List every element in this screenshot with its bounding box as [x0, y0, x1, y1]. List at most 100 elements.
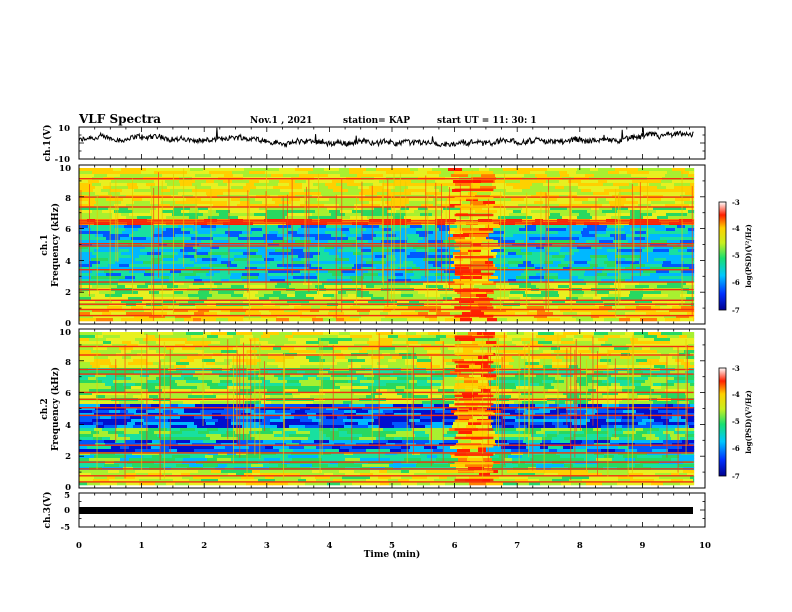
spectrogram-cell [685, 168, 695, 172]
spectrogram-cell [325, 231, 343, 235]
spectrogram-cell [409, 419, 421, 423]
spectrogram-cell [513, 210, 522, 214]
spectrogram-cell [104, 228, 118, 232]
spectrogram-cell [443, 216, 460, 220]
spectrogram-cell [368, 422, 385, 426]
spectrogram-cell [324, 249, 339, 253]
spectrogram-cell [126, 374, 141, 378]
spectrogram-cell [535, 204, 549, 208]
spectrogram-cell [216, 449, 234, 453]
spectrogram-cell [110, 437, 120, 441]
spectrogram-cell [552, 437, 565, 441]
spectrogram-cell [170, 386, 182, 390]
spectrogram-cell [261, 312, 272, 316]
spectrogram-cell [388, 335, 399, 339]
spectrogram-cell [111, 401, 120, 405]
spectrogram-cell [424, 273, 436, 277]
spectrogram-cell [140, 249, 153, 253]
spectrogram-cell [315, 237, 333, 241]
spectrogram-cell [274, 434, 290, 438]
spectrogram-cell [552, 341, 562, 345]
spectrogram-cell [381, 198, 392, 202]
spectrogram-cell [652, 449, 669, 453]
spectrogram-cell [89, 261, 101, 265]
spectrogram-cell [362, 207, 375, 211]
spectrogram-cell [79, 210, 93, 214]
spectrogram-cell [486, 204, 504, 208]
spectrogram-cell [319, 428, 331, 432]
spectrogram-cell [657, 297, 666, 301]
spectrogram-cell [607, 273, 620, 277]
spectrogram-cell [170, 404, 179, 408]
spectrogram-cell [558, 306, 571, 310]
spectrogram-cell [545, 452, 557, 456]
spectrogram-cell [687, 312, 695, 316]
spectrogram-sferic [335, 194, 337, 319]
spectrogram-cell [494, 344, 508, 348]
spectrogram-cell [231, 294, 244, 298]
spectrogram-cell [319, 347, 334, 351]
spectrogram-cell [498, 276, 508, 280]
spectrogram-sferic [399, 172, 401, 270]
spectrogram-cell [175, 234, 187, 238]
spectrogram-cell [261, 365, 279, 369]
spectrogram-cell [471, 243, 482, 247]
spectrogram-cell [246, 380, 263, 384]
spectrogram-cell [160, 261, 178, 265]
spectrogram-cell [315, 228, 326, 232]
spectrogram-cell [373, 252, 387, 256]
spectrogram-cell [253, 285, 267, 289]
spectrogram-cell [193, 270, 210, 274]
spectrogram-cell [166, 237, 175, 241]
spectrogram-cell [533, 455, 545, 459]
spectrogram-cell [115, 452, 133, 456]
spectrogram-cell [94, 428, 103, 432]
spectrogram-cell [586, 243, 599, 247]
spectrogram-cell [515, 419, 533, 423]
spectrogram-cell [409, 258, 424, 262]
spectrogram-cell [223, 192, 241, 196]
spectrogram-cell [295, 240, 312, 244]
spectrogram-cell [177, 264, 195, 268]
spectrogram-cell [325, 246, 335, 250]
spectrogram-cell [130, 416, 143, 420]
spectrogram-cell [154, 297, 165, 301]
spectrogram-cell [418, 341, 436, 345]
spectrogram-cell [433, 419, 443, 423]
spectrogram-cell [484, 350, 499, 354]
spectrogram-cell [429, 183, 441, 187]
spectrogram-cell [552, 270, 570, 274]
spectrogram-cell [547, 315, 561, 319]
spectrogram-cell [191, 201, 205, 205]
spectrogram-cell [227, 452, 237, 456]
spectrogram-cell [302, 183, 314, 187]
spectrogram-cell [615, 198, 627, 202]
spectrogram-cell [102, 401, 112, 405]
spectrogram-cell [416, 228, 431, 232]
spectrogram-cell [506, 309, 515, 313]
spectrogram-cell [527, 359, 541, 363]
spectrogram-cell [224, 174, 234, 178]
spectrogram-cell [209, 309, 222, 313]
spectrogram-cell [514, 300, 531, 304]
spectrogram-cell [263, 434, 275, 438]
spectrogram-cell [262, 395, 271, 399]
spectrogram-cell [509, 174, 525, 178]
spectrogram-cell [273, 294, 288, 298]
spectrogram-cell [176, 267, 186, 271]
spectrogram-cell [555, 425, 569, 429]
spectrogram-cell [281, 341, 297, 345]
spectrogram-cell [450, 312, 463, 316]
spectrogram-cell [223, 377, 237, 381]
spectrogram-cell [289, 285, 302, 289]
spectrogram-cell [94, 249, 103, 253]
spectrogram-cell [415, 422, 433, 426]
spectrogram-cell [159, 291, 175, 295]
spectrogram-cell [148, 344, 161, 348]
spectrogram-cell [537, 309, 546, 313]
spectrogram-cell [268, 183, 279, 187]
spectrogram-cell [96, 267, 114, 271]
spectrogram-cell [279, 437, 292, 441]
spectrogram-cell [530, 350, 544, 354]
spectrogram-cell [544, 276, 559, 280]
